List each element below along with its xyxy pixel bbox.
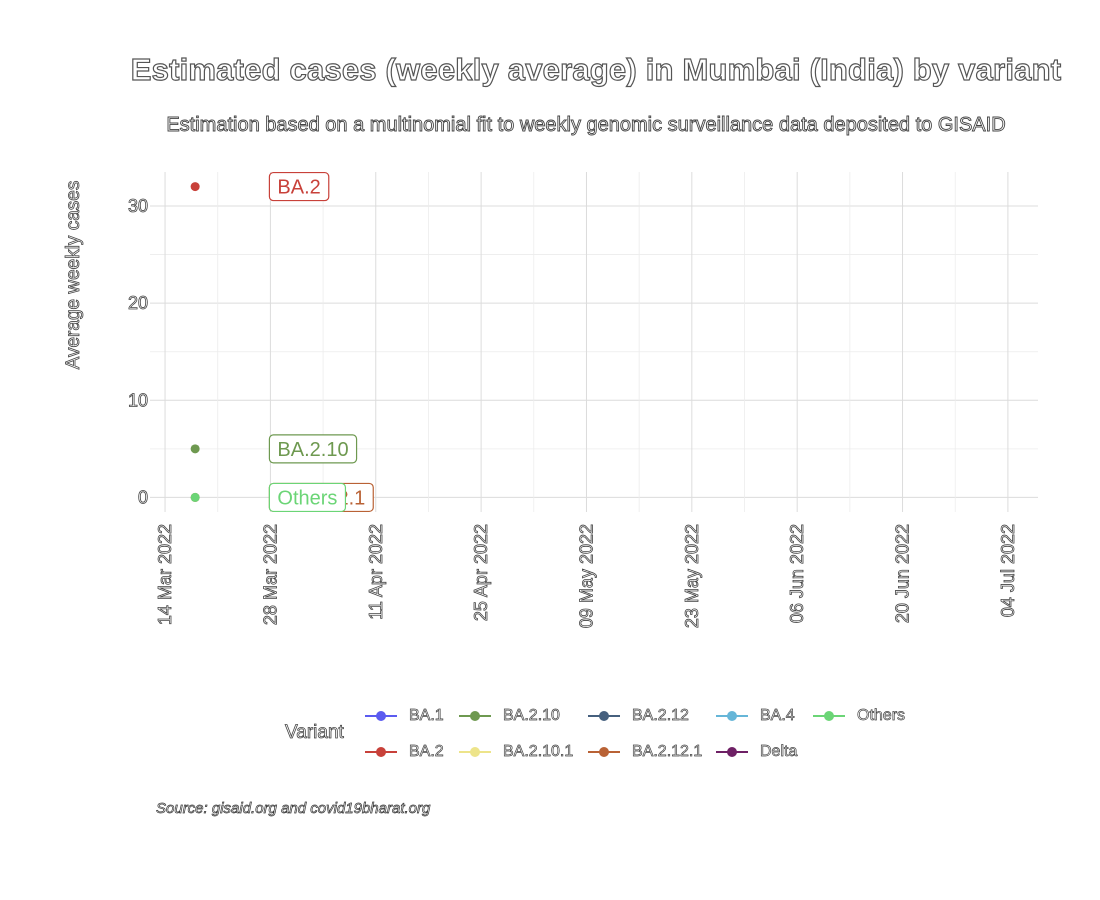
chart-title: Estimated cases (weekly average) in Mumb…: [130, 51, 1062, 87]
legend-label: Others: [857, 707, 906, 725]
series-label-ba-2: BA.2: [268, 171, 330, 202]
x-tick-label: 04 Jul 2022: [998, 524, 1018, 617]
x-tick-label: 23 May 2022: [682, 524, 702, 628]
legend-key: [365, 706, 397, 726]
legend-item-ba-2-10-1: BA.2.10.1: [459, 740, 574, 764]
x-tick-label: 11 Apr 2022: [366, 524, 386, 620]
series-label-ba-2-10: BA.2.10: [268, 434, 358, 464]
data-point-others: [190, 492, 200, 502]
chart-subtitle: Estimation based on a multinomial fit to…: [166, 114, 1006, 137]
legend-title: Variant: [285, 722, 345, 744]
legend-label: BA.2: [409, 743, 444, 761]
legend-item-others: Others: [813, 704, 905, 728]
source-caption: Source: gisaid.org and covid19bharat.org: [156, 800, 431, 818]
legend-key: [588, 742, 620, 762]
legend: Variant BA.1 BA.2.10 BA.2.12 BA.4 Others BA.2…: [285, 700, 985, 770]
legend-label: BA.2.12: [632, 707, 690, 725]
legend-item-ba-2: BA.2: [365, 740, 444, 764]
series-label-others: Others: [268, 482, 347, 513]
legend-label: Delta: [760, 743, 798, 761]
x-tick-label: 06 Jun 2022: [787, 524, 807, 623]
legend-label: BA.2.12.1: [632, 743, 703, 761]
legend-key: [459, 742, 491, 762]
legend-item-ba-4: BA.4: [716, 704, 795, 728]
legend-label: BA.2.10.1: [503, 743, 574, 761]
data-point-ba-2-10: [190, 444, 200, 454]
data-point-ba-2: [190, 182, 200, 192]
y-axis-title: Average weekly cases: [63, 181, 84, 370]
x-tick-label: 20 Jun 2022: [893, 524, 913, 623]
legend-label: BA.1: [409, 707, 444, 725]
legend-item-ba-2-10: BA.2.10: [459, 704, 560, 728]
legend-item-ba-2-12-1: BA.2.12.1: [588, 740, 703, 764]
legend-key: [459, 706, 491, 726]
x-tick-label: 09 May 2022: [576, 524, 596, 628]
legend-key: [365, 742, 397, 762]
legend-item-ba-1: BA.1: [365, 704, 444, 728]
legend-key: [813, 706, 845, 726]
x-tick-label: 14 Mar 2022: [155, 524, 175, 625]
y-tick-label: 0: [138, 487, 148, 507]
legend-item-ba-2-12: BA.2.12: [588, 704, 689, 728]
y-tick-label: 10: [128, 390, 148, 410]
svg-text:BA.2: BA.2: [277, 177, 320, 199]
y-tick-label: 20: [128, 293, 148, 313]
legend-key: [588, 706, 620, 726]
legend-label: BA.4: [760, 707, 795, 725]
y-tick-label: 30: [128, 196, 148, 216]
x-tick-label: 25 Apr 2022: [471, 524, 491, 621]
x-tick-label: 28 Mar 2022: [260, 524, 280, 625]
legend-item-delta: Delta: [716, 740, 798, 764]
legend-key: [716, 706, 748, 726]
svg-text:BA.2.10: BA.2.10: [277, 439, 348, 461]
legend-key: [716, 742, 748, 762]
plot-area: 0 10 20 30 14 Mar 2022 28 Mar 2022 11 Apr 2022…: [63, 171, 1038, 628]
svg-text:Others: Others: [277, 487, 337, 509]
legend-label: BA.2.10: [503, 707, 561, 725]
